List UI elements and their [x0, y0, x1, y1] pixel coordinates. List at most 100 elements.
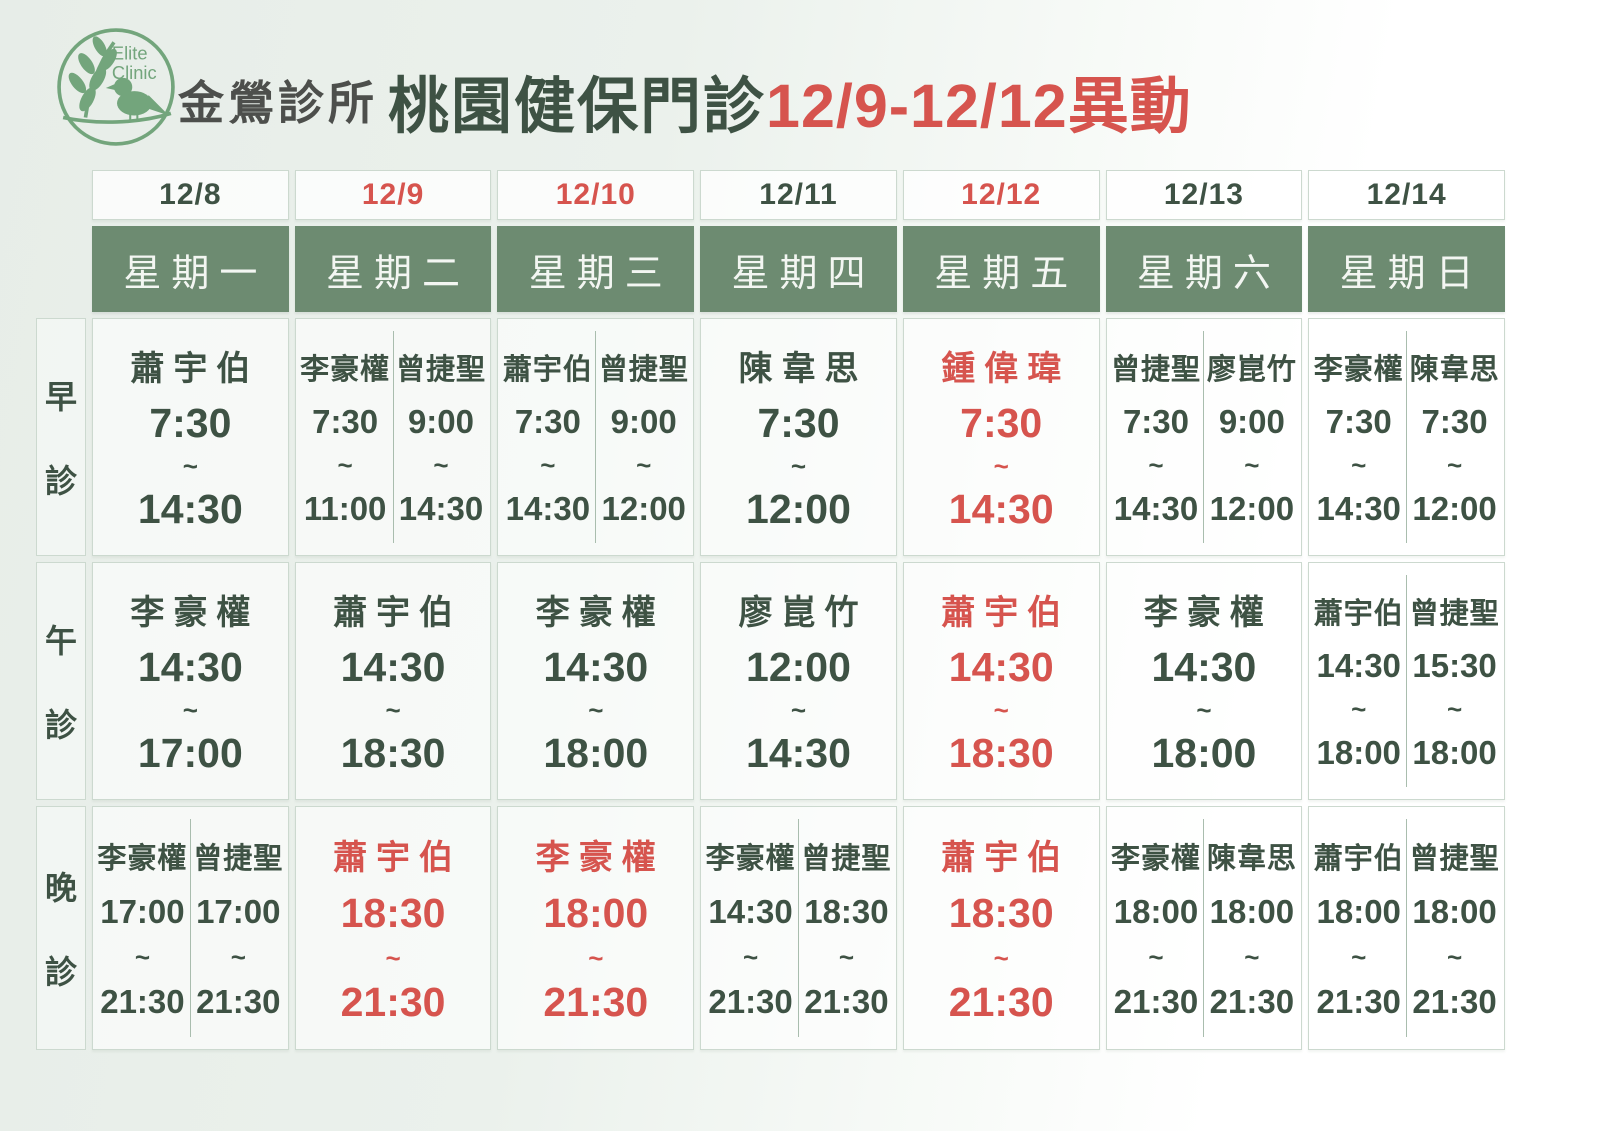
- tilde-separator: ~: [838, 942, 855, 972]
- page-header: 金鶯診所 桃園健保門診 12/9-12/12異動: [178, 40, 1192, 160]
- end-time: 12:00: [601, 490, 686, 528]
- doctor-name: 曾捷聖: [1409, 843, 1500, 875]
- schedule-cell: 蕭宇伯 14:30 ~18:30: [902, 562, 1100, 800]
- doctor-name: 李豪權: [130, 593, 260, 632]
- tilde-separator: ~: [182, 695, 198, 726]
- schedule-cell: 蕭宇伯 14:30 ~18:00 曾捷聖 15:30 ~18:00: [1308, 562, 1505, 800]
- clinic-name: 金鶯診所: [178, 77, 378, 129]
- end-time: 21:30: [1209, 983, 1295, 1020]
- tilde-separator: ~: [1244, 942, 1260, 972]
- schedule-cell: 李豪權 7:30 ~11:00 曾捷聖 9:00 ~14:30: [294, 318, 492, 556]
- tilde-separator: ~: [540, 450, 556, 481]
- doctor-name: 鍾偉瑋: [941, 349, 1071, 388]
- schedule-cell: 李豪權 18:00 ~21:30 陳韋思 18:00 ~21:30: [1105, 806, 1303, 1050]
- end-time: 14:30: [398, 490, 484, 528]
- doctor-name: 陳韋思: [1206, 843, 1297, 875]
- tilde-separator: ~: [588, 943, 604, 973]
- start-time: 18:30: [948, 890, 1054, 936]
- doctor-slot: 李豪權 18:00 ~21:30: [1109, 819, 1204, 1037]
- end-time: 21:30: [340, 979, 446, 1025]
- end-time: 21:30: [196, 983, 281, 1020]
- end-time: 14:30: [1316, 490, 1401, 528]
- date-cell: 12/11: [700, 170, 897, 220]
- doctor-name: 蕭宇伯: [333, 839, 463, 877]
- doctor-slot: 李豪權 14:30 ~18:00: [1109, 575, 1300, 787]
- doctor-slot: 蕭宇伯 14:30 ~18:00: [1311, 575, 1406, 787]
- start-time: 14:30: [340, 643, 446, 690]
- start-time: 14:30: [1151, 643, 1257, 690]
- end-time: 12:00: [746, 486, 851, 533]
- tilde-separator: ~: [588, 695, 604, 726]
- doctor-slot: 陳韋思 18:00 ~21:30: [1203, 819, 1299, 1037]
- end-time: 14:30: [746, 730, 851, 777]
- schedule-cell: 蕭宇伯 18:30 ~21:30: [294, 806, 492, 1050]
- doctor-name: 李豪權: [1110, 843, 1201, 875]
- doctor-slot: 曾捷聖 9:00 ~12:00: [595, 331, 691, 543]
- start-time: 18:00: [1113, 893, 1199, 930]
- doctor-name: 李豪權: [1313, 353, 1404, 386]
- weekday-cell: 星期二: [294, 226, 492, 312]
- doctor-name: 廖崑竹: [738, 593, 868, 632]
- doctor-name: 陳韋思: [1409, 353, 1500, 386]
- start-time: 15:30: [1412, 646, 1497, 684]
- session-label-char: 午: [44, 623, 77, 659]
- start-time: 7:30: [1421, 402, 1488, 440]
- start-time: 18:00: [1209, 893, 1295, 930]
- tilde-separator: ~: [1148, 450, 1164, 481]
- weekday-cell: 星期五: [902, 226, 1100, 312]
- doctor-name: 蕭宇伯: [1313, 843, 1404, 875]
- start-time: 14:30: [708, 893, 793, 930]
- doctor-slot: 蕭宇伯 7:30 ~14:30: [500, 331, 595, 543]
- tilde-separator: ~: [230, 942, 246, 972]
- page-title: 桃園健保門診: [388, 71, 767, 140]
- end-time: 18:30: [340, 730, 446, 777]
- tilde-separator: ~: [993, 451, 1009, 482]
- session-label: 早診: [36, 318, 86, 556]
- end-time: 21:30: [1113, 983, 1199, 1020]
- end-time: 18:00: [1151, 730, 1257, 777]
- doctor-name: 曾捷聖: [598, 353, 689, 386]
- start-time: 18:00: [1316, 893, 1401, 930]
- start-time: 18:30: [804, 893, 889, 930]
- schedule-cell: 蕭宇伯 7:30 ~14:30 曾捷聖 9:00 ~12:00: [497, 318, 695, 556]
- tilde-separator: ~: [1148, 942, 1164, 972]
- schedule-grid: 12/8 12/9 12/10 12/11 12/12 12/13 12/14 星期一 星期二星…: [36, 170, 1505, 1050]
- doctor-name: 廖崑竹: [1206, 353, 1297, 386]
- start-time: 12:00: [746, 643, 851, 690]
- tilde-separator: ~: [993, 943, 1009, 973]
- start-time: 7:30: [1325, 402, 1392, 440]
- doctor-slot: 李豪權 18:00 ~21:30: [500, 819, 691, 1037]
- doctor-slot: 曾捷聖 18:30 ~21:30: [798, 819, 894, 1037]
- end-time: 21:30: [100, 983, 185, 1020]
- date-cell: 12/13: [1105, 170, 1303, 220]
- start-time: 7:30: [1122, 402, 1190, 440]
- date-cell: 12/9: [294, 170, 492, 220]
- doctor-name: 曾捷聖: [1409, 597, 1500, 630]
- doctor-name: 李豪權: [1143, 593, 1273, 632]
- doctor-name: 曾捷聖: [395, 353, 486, 386]
- doctor-name: 李豪權: [97, 843, 188, 875]
- tilde-separator: ~: [1196, 695, 1212, 726]
- tilde-separator: ~: [1446, 694, 1463, 725]
- weekday-cell: 星期四: [700, 226, 897, 312]
- end-time: 18:00: [1316, 734, 1401, 772]
- tilde-separator: ~: [1446, 942, 1463, 972]
- change-notice: 12/9-12/12異動: [766, 71, 1192, 140]
- weekday-cell: 星期六: [1105, 226, 1303, 312]
- logo-text-line1: Elite: [112, 43, 148, 64]
- weekday-cell: 星期日: [1308, 226, 1505, 312]
- session-label: 午診: [36, 562, 86, 800]
- elite-clinic-logo: Elite Clinic: [55, 26, 177, 148]
- date-cell: 12/10: [497, 170, 695, 220]
- schedule-cell: 李豪權 18:00 ~21:30: [497, 806, 695, 1050]
- date-cell: 12/12: [902, 170, 1100, 220]
- end-time: 14:30: [948, 486, 1054, 533]
- schedule-cell: 李豪權 14:30 ~17:00: [92, 562, 289, 800]
- start-time: 9:00: [407, 402, 475, 440]
- doctor-slot: 李豪權 17:00 ~21:30: [95, 819, 190, 1037]
- start-time: 7:30: [960, 399, 1043, 446]
- start-time: 17:00: [100, 893, 185, 930]
- schedule-cell: 蕭宇伯 14:30 ~18:30: [294, 562, 492, 800]
- session-label: 晚診: [36, 806, 86, 1050]
- session-label-char: 診: [44, 463, 77, 499]
